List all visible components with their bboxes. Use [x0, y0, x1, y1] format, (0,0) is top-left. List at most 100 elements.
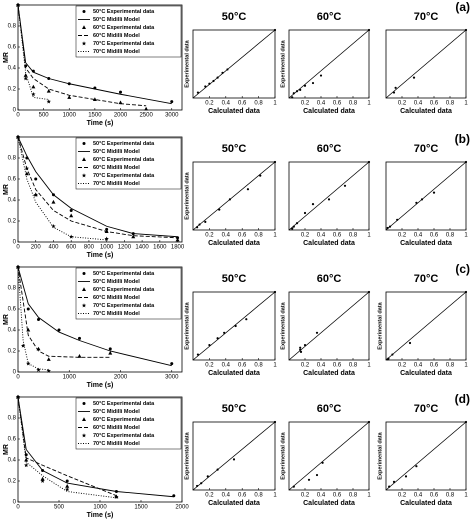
- point: [273, 420, 277, 424]
- chart-title: 60°C: [317, 143, 342, 155]
- diagonal-line: [385, 291, 467, 361]
- y-tick-label: 0.2: [8, 87, 17, 93]
- x-tick-label: 0.4: [414, 101, 423, 107]
- point: [246, 188, 250, 191]
- point: [24, 462, 29, 468]
- point: [31, 91, 36, 97]
- x-tick-label: 0.2: [398, 493, 407, 499]
- plot-frame: [17, 136, 183, 243]
- plot-frame: [288, 29, 370, 99]
- plot-frame: [192, 161, 276, 231]
- plot-frame: [17, 4, 183, 111]
- point: [144, 106, 149, 111]
- legend-marker: [82, 25, 86, 29]
- model-line: [17, 266, 111, 358]
- chart-title: 50°C: [222, 11, 247, 23]
- x-tick-label: 1: [464, 101, 468, 107]
- legend-label: 60°C Midilli Model: [93, 295, 140, 301]
- y-axis-label: MR: [3, 184, 10, 195]
- x-tick-label: 0.2: [301, 233, 310, 239]
- chart-title: 60°C: [317, 11, 342, 23]
- point: [226, 68, 229, 71]
- point: [319, 74, 323, 77]
- point: [303, 84, 307, 87]
- y-tick-label: 0.4: [8, 458, 17, 464]
- x-axis-label: Calculated data: [208, 240, 260, 247]
- x-tick-label: 1: [464, 233, 468, 239]
- point: [223, 331, 226, 334]
- model-line: [17, 136, 178, 238]
- point: [216, 337, 219, 340]
- point: [392, 91, 396, 94]
- point: [387, 357, 390, 360]
- point: [367, 420, 371, 424]
- plot-frame: [288, 161, 370, 231]
- y-axis-label: MR: [3, 444, 10, 455]
- x-tick-label: 2000: [175, 505, 189, 511]
- y-tick-label: 0: [13, 240, 17, 246]
- legend-label: 60°C Midilli Model: [93, 33, 140, 39]
- point: [303, 211, 307, 215]
- chart-title: 50°C: [222, 143, 247, 155]
- x-tick-label: 0.4: [317, 233, 326, 239]
- point: [327, 198, 331, 201]
- x-tick-label: 1000: [63, 113, 77, 119]
- point: [464, 160, 468, 164]
- chart-title: 70°C: [414, 143, 439, 155]
- point: [432, 191, 436, 194]
- y-tick-label: 0.6: [8, 307, 17, 313]
- x-tick-label: 1: [273, 363, 277, 369]
- point: [46, 88, 51, 93]
- point: [216, 468, 219, 471]
- diagonal-line: [192, 421, 276, 491]
- point: [208, 82, 211, 85]
- point: [295, 222, 299, 225]
- legend-label: 60°C Experimental data: [93, 287, 155, 293]
- point: [299, 350, 303, 353]
- point: [291, 96, 294, 99]
- x-tick-label: 200: [31, 245, 42, 251]
- point: [273, 28, 277, 32]
- model-line: [17, 4, 172, 105]
- y-tick-label: 0.8: [8, 416, 17, 422]
- x-axis-label: Calculated data: [400, 500, 452, 507]
- y-tick-label: 0.2: [8, 219, 17, 225]
- y-tick-label: 0.2: [8, 479, 17, 485]
- point: [51, 199, 56, 204]
- point: [104, 236, 109, 241]
- legend-label: 60°C Experimental data: [93, 417, 155, 423]
- x-axis-label: Calculated data: [400, 108, 452, 115]
- point: [464, 420, 468, 424]
- point: [69, 209, 73, 212]
- legend-box: [75, 137, 182, 190]
- x-tick-label: 0.2: [205, 233, 214, 239]
- point: [46, 99, 51, 104]
- point: [216, 76, 219, 79]
- legend-label: 60°C Experimental data: [93, 25, 155, 31]
- legend-marker: [82, 142, 86, 145]
- y-tick-label: 0: [13, 500, 17, 506]
- point: [311, 81, 315, 85]
- x-tick-label: 0.8: [446, 493, 455, 499]
- x-axis-label: Calculated data: [303, 370, 355, 377]
- point: [292, 92, 295, 95]
- model-line: [17, 4, 147, 107]
- legend-label: 60°C Experimental data: [93, 157, 155, 163]
- legend-marker: [82, 402, 86, 405]
- point: [170, 100, 174, 104]
- x-tick-label: 1: [273, 233, 277, 239]
- x-tick-label: 1500: [88, 113, 102, 119]
- point: [311, 203, 315, 206]
- y-axis-label: MR: [3, 52, 10, 63]
- x-tick-label: 0.4: [317, 363, 326, 369]
- point: [299, 346, 302, 349]
- point: [65, 484, 70, 488]
- model-line: [17, 136, 107, 241]
- x-axis-label: Time (s): [87, 512, 114, 519]
- model-line: [17, 396, 117, 497]
- x-tick-label: 0.8: [446, 233, 455, 239]
- x-axis-label: Calculated data: [303, 108, 355, 115]
- y-tick-label: 0.4: [8, 198, 17, 204]
- x-tick-label: 0: [16, 245, 20, 251]
- point: [26, 307, 30, 311]
